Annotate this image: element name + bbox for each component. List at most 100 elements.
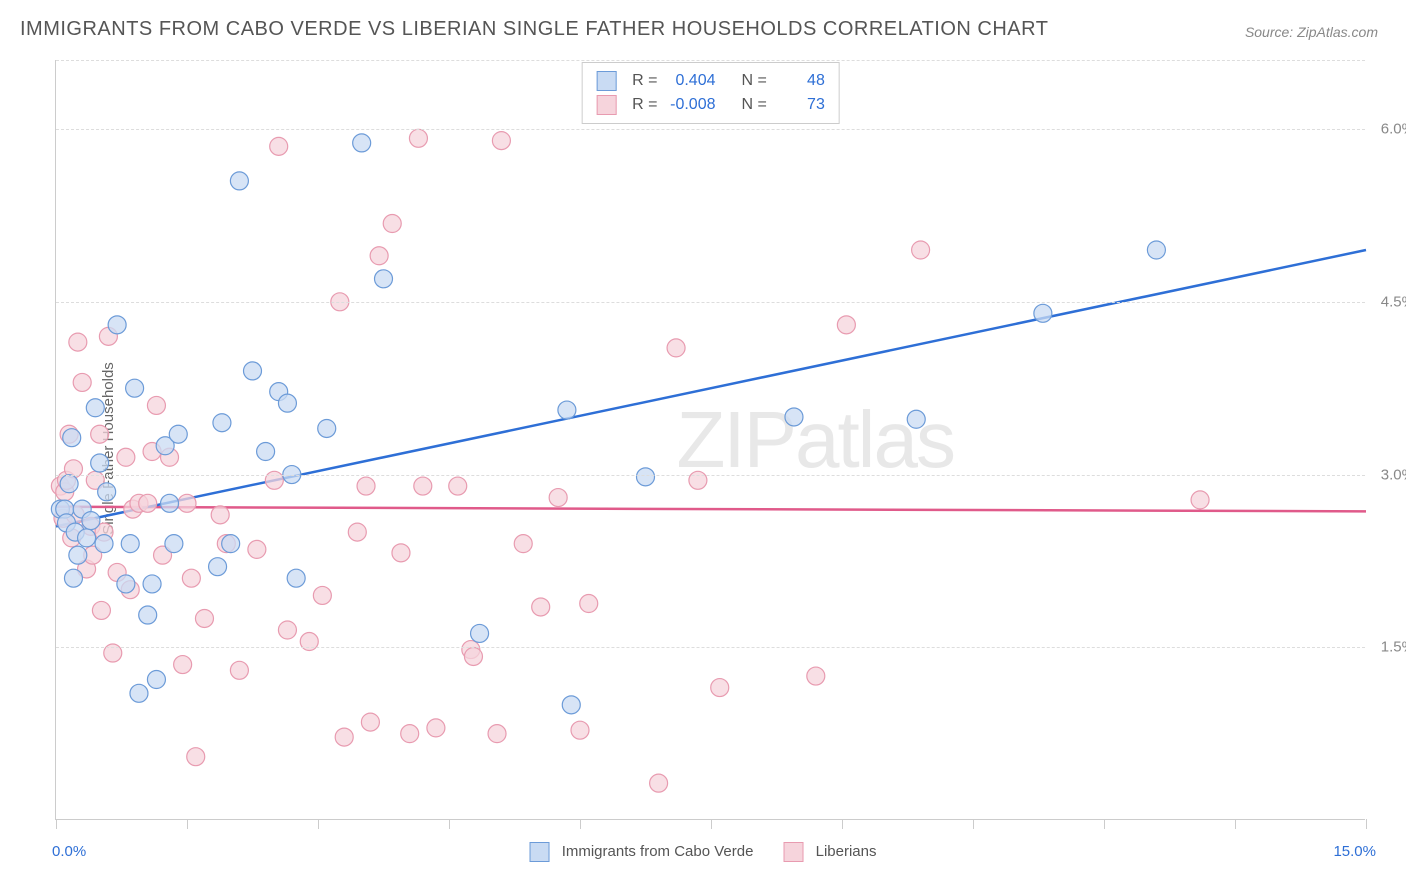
data-point	[92, 601, 110, 619]
data-point	[667, 339, 685, 357]
y-tick-label: 4.5%	[1381, 293, 1406, 310]
data-point	[807, 667, 825, 685]
data-point	[361, 713, 379, 731]
data-point	[580, 595, 598, 613]
data-point	[401, 725, 419, 743]
data-point	[427, 719, 445, 737]
data-point	[82, 512, 100, 530]
data-point	[409, 129, 427, 147]
data-point	[230, 661, 248, 679]
legend-swatch-bottom-1	[783, 842, 803, 862]
data-point	[257, 443, 275, 461]
data-point	[348, 523, 366, 541]
data-point	[335, 728, 353, 746]
data-point	[130, 684, 148, 702]
data-point	[449, 477, 467, 495]
data-point	[60, 475, 78, 493]
data-point	[558, 401, 576, 419]
x-tick	[1235, 819, 1236, 829]
n-label: N =	[742, 96, 767, 114]
gridline	[56, 647, 1365, 648]
data-point	[182, 569, 200, 587]
data-point	[195, 609, 213, 627]
y-tick-label: 1.5%	[1381, 639, 1406, 656]
data-point	[78, 529, 96, 547]
data-point	[1191, 491, 1209, 509]
x-tick	[842, 819, 843, 829]
data-point	[785, 408, 803, 426]
data-point	[837, 316, 855, 334]
data-point	[392, 544, 410, 562]
data-point	[169, 425, 187, 443]
data-point	[383, 215, 401, 233]
data-point	[230, 172, 248, 190]
data-point	[375, 270, 393, 288]
data-point	[278, 394, 296, 412]
data-point	[562, 696, 580, 714]
data-point	[187, 748, 205, 766]
legend-swatch-1	[596, 95, 616, 115]
data-point	[63, 429, 81, 447]
data-point	[464, 647, 482, 665]
data-point	[471, 624, 489, 642]
data-point	[912, 241, 930, 259]
data-point	[147, 671, 165, 689]
data-point	[211, 506, 229, 524]
data-point	[650, 774, 668, 792]
data-point	[318, 419, 336, 437]
correlation-legend: R = 0.404 N = 48 R = -0.008 N = 73	[581, 62, 840, 124]
r-label: R =	[632, 96, 657, 114]
n-value-0: 48	[775, 72, 825, 90]
data-point	[121, 535, 139, 553]
source-label: Source: ZipAtlas.com	[1245, 24, 1378, 40]
data-point	[161, 494, 179, 512]
n-label: N =	[742, 72, 767, 90]
data-point	[370, 247, 388, 265]
y-tick-label: 3.0%	[1381, 466, 1406, 483]
gridline	[56, 129, 1365, 130]
x-tick	[711, 819, 712, 829]
plot-area: ZIPatlas R = 0.404 N = 48 R = -0.008 N =…	[55, 60, 1365, 820]
x-tick	[1104, 819, 1105, 829]
data-point	[143, 575, 161, 593]
data-point	[270, 137, 288, 155]
data-point	[126, 379, 144, 397]
n-value-1: 73	[775, 96, 825, 114]
data-point	[213, 414, 231, 432]
x-tick	[580, 819, 581, 829]
x-tick	[1366, 819, 1367, 829]
x-tick	[973, 819, 974, 829]
y-tick-label: 6.0%	[1381, 121, 1406, 138]
data-point	[313, 586, 331, 604]
data-point	[514, 535, 532, 553]
scatter-points	[56, 60, 1365, 819]
data-point	[147, 396, 165, 414]
legend-swatch-bottom-0	[530, 842, 550, 862]
data-point	[91, 425, 109, 443]
bottom-legend-label-1: Liberians	[816, 843, 877, 860]
chart-title: IMMIGRANTS FROM CABO VERDE VS LIBERIAN S…	[20, 18, 1048, 41]
data-point	[357, 477, 375, 495]
data-point	[69, 546, 87, 564]
legend-row-series-1: R = -0.008 N = 73	[596, 93, 825, 117]
data-point	[117, 575, 135, 593]
bottom-legend-label-0: Immigrants from Cabo Verde	[562, 843, 754, 860]
data-point	[95, 535, 113, 553]
data-point	[278, 621, 296, 639]
data-point	[165, 535, 183, 553]
data-point	[488, 725, 506, 743]
bottom-legend-item-0: Immigrants from Cabo Verde	[530, 842, 754, 862]
data-point	[248, 540, 266, 558]
data-point	[98, 483, 116, 501]
data-point	[414, 477, 432, 495]
gridline	[56, 475, 1365, 476]
x-max-label: 15.0%	[1333, 843, 1376, 860]
r-value-0: 0.404	[666, 72, 716, 90]
data-point	[174, 656, 192, 674]
x-tick	[187, 819, 188, 829]
data-point	[549, 489, 567, 507]
data-point	[492, 132, 510, 150]
data-point	[637, 468, 655, 486]
r-label: R =	[632, 72, 657, 90]
legend-row-series-0: R = 0.404 N = 48	[596, 69, 825, 93]
